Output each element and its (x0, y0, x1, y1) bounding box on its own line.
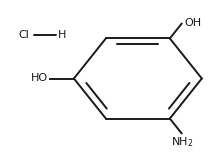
Text: OH: OH (184, 18, 201, 28)
Text: H: H (58, 30, 66, 40)
Text: Cl: Cl (18, 30, 29, 40)
Text: HO: HO (31, 73, 48, 84)
Text: NH$_2$: NH$_2$ (171, 135, 194, 149)
